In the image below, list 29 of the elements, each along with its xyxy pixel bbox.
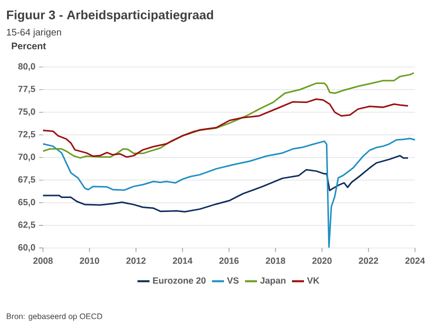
x-tick-label: 2012 xyxy=(126,258,146,264)
legend-label: Japan xyxy=(260,277,286,286)
y-axis-title: Percent xyxy=(12,42,46,50)
y-tick-label: 62,5 xyxy=(18,222,36,230)
x-tick-label: 2016 xyxy=(219,258,239,264)
legend-label: Eurozone 20 xyxy=(153,277,206,284)
legend-label: VS xyxy=(227,277,239,284)
y-tick-label: 70,0 xyxy=(18,154,36,162)
line-series xyxy=(42,98,409,158)
y-tick-label: 65,0 xyxy=(18,198,36,207)
y-tick-label: 60,0 xyxy=(18,244,36,252)
line-series xyxy=(42,154,409,213)
x-tick-label: 2022 xyxy=(358,258,378,264)
y-tick-label: 72,5 xyxy=(18,131,36,139)
chart-title: Figuur 3 - Arbeidsparticipatiegraad xyxy=(7,10,214,22)
y-tick-label: 80,0 xyxy=(18,63,36,71)
y-tick-label: 75,0 xyxy=(18,108,36,116)
line-series xyxy=(42,72,415,159)
chart-subtitle: 15-64 jarigen xyxy=(6,28,62,38)
x-tick-label: 2014 xyxy=(172,258,192,264)
x-tick-label: 2020 xyxy=(312,258,332,264)
x-tick-label: 2010 xyxy=(80,258,100,264)
x-tick-label: 2008 xyxy=(33,258,53,264)
text: Bron: gebaseerd op OECD xyxy=(6,313,102,321)
x-tick-label: 2024 xyxy=(405,258,425,264)
x-tick-label: 2018 xyxy=(266,258,286,264)
legend-label: VK xyxy=(307,277,320,284)
y-tick-label: 67,5 xyxy=(18,176,36,184)
y-tick-label: 77,5 xyxy=(18,86,36,94)
